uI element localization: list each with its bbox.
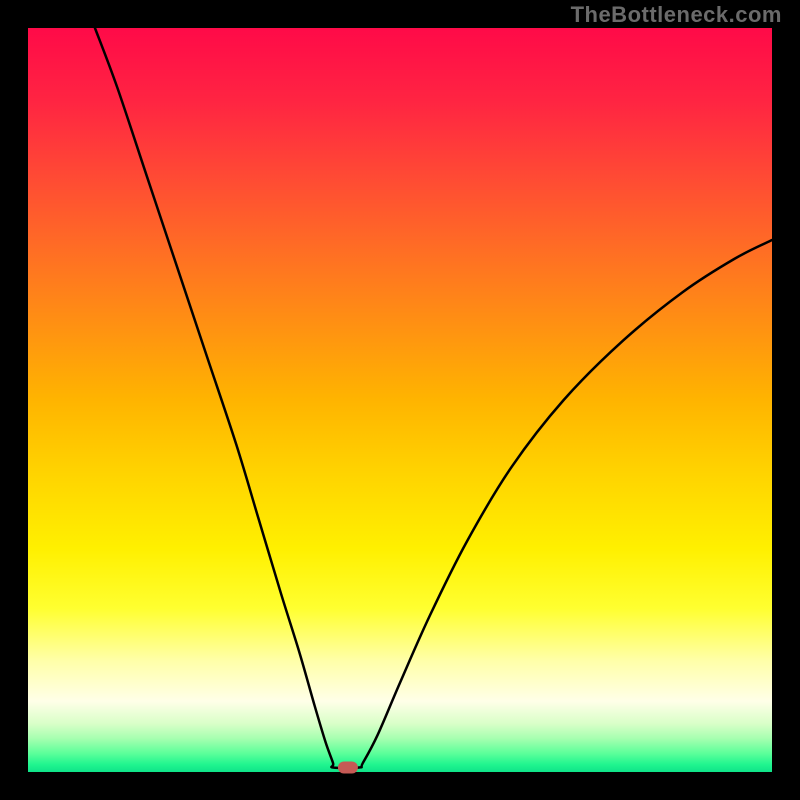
bottleneck-chart-svg [0, 0, 800, 800]
watermark-text: TheBottleneck.com [571, 2, 782, 28]
chart-frame: TheBottleneck.com [0, 0, 800, 800]
plot-background [28, 28, 772, 772]
optimal-marker [338, 762, 358, 774]
